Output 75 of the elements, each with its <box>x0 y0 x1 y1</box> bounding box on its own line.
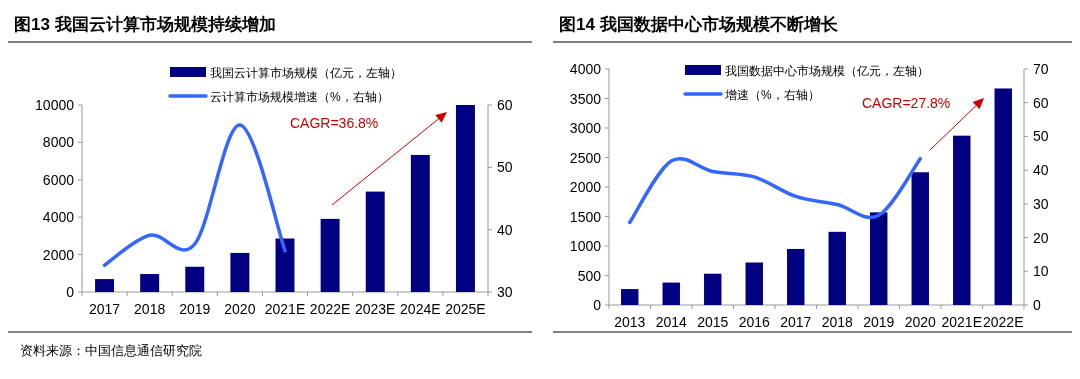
y2-tick-label: 40 <box>497 221 513 238</box>
y2-tick-label: 40 <box>1033 162 1049 179</box>
bar <box>870 212 888 305</box>
y-tick-label: 1500 <box>569 208 602 225</box>
y2-tick-label: 30 <box>1033 195 1049 212</box>
chart-title: 图13 我国云计算市场规模持续增加 <box>14 15 276 34</box>
y-tick-label: 10000 <box>35 97 75 113</box>
y-tick-label: 4000 <box>42 209 75 226</box>
x-tick-label: 2024E <box>400 301 441 317</box>
x-tick-label: 2019 <box>179 301 211 317</box>
y-tick-label: 4000 <box>569 61 602 77</box>
y2-tick-label: 20 <box>1033 229 1049 246</box>
bar <box>745 262 763 305</box>
y-tick-label: 2500 <box>569 149 602 166</box>
y2-tick-label: 70 <box>1033 61 1049 77</box>
x-tick-label: 2021E <box>264 301 306 317</box>
x-tick-label: 2020 <box>904 314 937 330</box>
x-tick-label: 2019 <box>863 314 895 330</box>
line-series <box>628 156 922 225</box>
y2-tick-label: 60 <box>497 97 513 113</box>
bar <box>662 282 680 305</box>
x-tick-label: 2025E <box>445 301 486 317</box>
x-tick-label: 2020 <box>224 301 256 317</box>
bar <box>953 135 971 305</box>
chart-title: 图14 我国数据中心市场规模不断增长 <box>559 15 839 34</box>
y-tick-label: 3000 <box>569 120 602 136</box>
text: 资料来源：中国信息通信研究院 <box>20 343 202 358</box>
y-tick-label: 0 <box>593 297 602 313</box>
y2-tick-label: 60 <box>1033 94 1049 111</box>
line-series <box>102 123 287 267</box>
x-tick-label: 2022E <box>309 301 351 317</box>
annotation: CAGR=36.8% <box>290 115 379 131</box>
x-tick-label: 2014 <box>655 314 688 330</box>
x-tick-label: 2017 <box>780 314 812 330</box>
y-tick-label: 0 <box>66 284 75 300</box>
bar <box>994 88 1012 305</box>
y-tick-label: 8000 <box>42 134 75 151</box>
legend-label: 我国云计算市场规模（亿元，左轴） <box>210 66 402 80</box>
bar <box>185 266 205 292</box>
x-tick-label: 2016 <box>738 314 771 330</box>
bar <box>410 154 430 292</box>
legend-label: 增速（%，右轴） <box>724 88 820 102</box>
bar <box>787 248 805 305</box>
bar <box>621 289 639 305</box>
bar <box>95 279 115 292</box>
y-tick-label: 1000 <box>569 238 602 254</box>
x-tick-label: 2018 <box>134 301 166 317</box>
bar <box>455 105 475 292</box>
bar <box>704 273 722 305</box>
x-tick-label: 2023E <box>354 301 396 317</box>
x-tick-label: 2013 <box>614 314 646 330</box>
bar <box>230 252 250 292</box>
y-tick-label: 500 <box>577 267 602 284</box>
x-tick-label: 2017 <box>88 301 121 317</box>
bar <box>140 274 160 292</box>
y-tick-label: 3500 <box>569 90 602 107</box>
x-tick-label: 2018 <box>821 314 854 330</box>
legend-label: 我国数据中心市场规模（亿元，左轴） <box>725 64 929 78</box>
bar <box>911 172 929 305</box>
x-tick-label: 2021E <box>941 314 982 330</box>
bar <box>365 191 385 292</box>
y2-tick-label: 50 <box>497 159 513 176</box>
y2-tick-label: 0 <box>1033 297 1041 313</box>
annotation: CAGR=27.8% <box>862 95 951 111</box>
bar <box>828 231 846 305</box>
x-tick-label: 2015 <box>697 314 729 330</box>
x-tick-label: 2022E <box>983 314 1024 330</box>
legend-label: 云计算市场规模增速（%，右轴） <box>210 90 389 104</box>
bar <box>320 218 340 292</box>
y2-tick-label: 30 <box>497 284 513 300</box>
y-tick-label: 2000 <box>42 246 75 263</box>
y-tick-label: 6000 <box>42 171 75 188</box>
y2-tick-label: 50 <box>1033 128 1049 145</box>
y2-tick-label: 10 <box>1033 263 1049 280</box>
y-tick-label: 2000 <box>569 179 602 195</box>
